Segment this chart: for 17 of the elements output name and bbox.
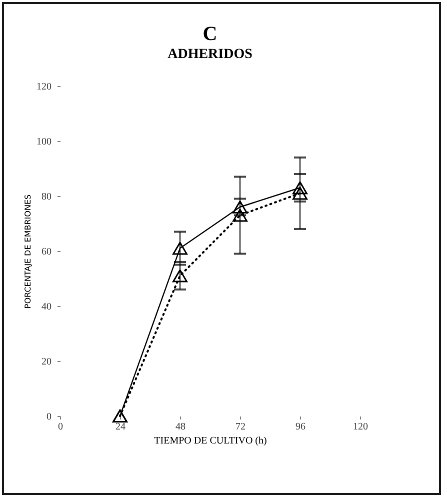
x-axis-title: TIEMPO DE CULTIVO (h)	[154, 436, 267, 446]
x-tick-label: 72	[236, 422, 246, 432]
x-tick-label: 24	[116, 422, 126, 432]
y-tick-label: 20	[42, 356, 52, 368]
y-tick-label: 0	[46, 412, 52, 422]
y-tick-label: 60	[42, 246, 52, 258]
x-tick-label: 120	[353, 422, 368, 432]
x-tick-label: 48	[176, 422, 186, 432]
chart-subtitle: ADHERIDOS	[168, 47, 253, 62]
y-axis-title: PORCENTAJE DE EMBRIONES	[24, 194, 32, 309]
x-tick-label: 96	[296, 422, 306, 432]
chart-title: C	[202, 23, 218, 45]
y-tick-label: 80	[42, 192, 52, 202]
y-tick-label: 120	[36, 82, 52, 92]
y-tick-label: 100	[36, 136, 52, 148]
y-tick-label: 40	[42, 302, 52, 312]
x-tick-label: 0	[58, 422, 63, 432]
